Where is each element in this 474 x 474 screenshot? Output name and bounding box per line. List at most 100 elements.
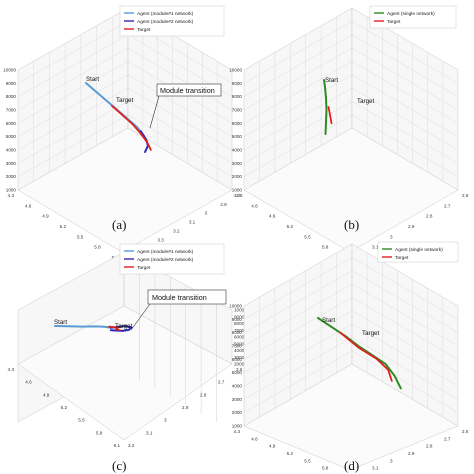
grid-line: [17, 47, 129, 111]
panel-d-axes-box: [243, 243, 459, 471]
x-tick-label: 4.3: [234, 193, 241, 198]
grid-line: [243, 127, 353, 191]
x-tick-label: 4.9: [43, 392, 50, 397]
y-tick-label: 2.6: [462, 429, 469, 434]
x-tick-label: 5.2: [287, 224, 294, 229]
series-line-target: [108, 325, 121, 332]
z-tick-label: 8000: [234, 321, 245, 326]
target-label: Target: [362, 330, 379, 337]
grid-line: [243, 74, 353, 137]
z-tick-label: 9000: [6, 81, 17, 86]
x-tick-label: 4.9: [42, 214, 49, 219]
z-tick-label: 8000: [232, 94, 243, 99]
panel-d-label: (d): [344, 458, 359, 473]
grid-line: [243, 61, 353, 124]
grid-line: [127, 74, 233, 137]
x-tick-label: 4.6: [251, 436, 258, 441]
z-tick-label: 9000: [232, 317, 243, 322]
y-tick-label: 2.9: [408, 224, 415, 229]
x-tick-label: 4.9: [269, 214, 276, 219]
legend-entry-target: Target: [395, 255, 409, 261]
panel-a-legend: Agent (module#1 network) Agent (module#2…: [119, 5, 225, 37]
z-tick-label: 2000: [232, 174, 243, 179]
x-tick-label: 4.9: [269, 444, 276, 449]
target-label: Target: [116, 97, 133, 104]
grid-line: [243, 21, 353, 84]
panel-d-grid: [243, 243, 459, 427]
grid-line: [243, 323, 353, 387]
panel-a: 10000 9000 8000 7000 6000 5000 4000 3000 2000 100…: [3, 5, 243, 260]
z-tick-label: 1000: [6, 188, 17, 193]
panel-c: 10000900080007000600050004000300020004.3…: [8, 243, 247, 473]
z-tick-label: 4000: [6, 148, 17, 153]
grid-line: [351, 7, 459, 71]
grid-line: [351, 243, 459, 307]
module-transition-callout: Module transition: [149, 83, 222, 129]
z-tick-label: 10000: [3, 68, 16, 73]
panel-a-label: (a): [112, 217, 126, 232]
panel-c-curves: [54, 325, 133, 332]
start-label: Start: [322, 317, 335, 324]
y-tick-label: 3: [164, 418, 167, 423]
x-tick-label: 5.8: [322, 245, 329, 250]
z-tick-label: 10000: [234, 308, 247, 313]
grid-line: [351, 127, 459, 191]
grid-line: [243, 310, 353, 373]
grid-line: [351, 257, 459, 320]
y-tick-label: 3: [205, 211, 208, 216]
x-tick-label: 5.2: [61, 405, 68, 410]
legend-entry-module1: Agent (module#1 network): [137, 11, 194, 17]
grid-line: [17, 34, 129, 97]
grid-line: [351, 21, 459, 84]
panel-d-ticks: 1000090008000700060005000400030002000100…: [229, 304, 469, 474]
panel-b-axes-box: [243, 7, 459, 253]
x-tick-label: 5.2: [287, 451, 294, 456]
z-tick-label: 2000: [234, 362, 245, 367]
y-tick-label: 2.7: [444, 203, 451, 208]
x-tick-label: 6.1: [114, 443, 121, 448]
grid-line: [17, 74, 129, 137]
y-tick-label: 2.9: [220, 202, 227, 207]
grid-line: [351, 114, 459, 177]
grid-line: [243, 363, 353, 427]
z-tick-label: 4000: [232, 148, 243, 153]
y-tick-label: 2.7: [218, 380, 225, 385]
z-tick-label: 6000: [6, 121, 17, 126]
z-tick-label: 5000: [6, 134, 17, 139]
panel-c-label: (c): [112, 458, 126, 473]
x-tick-label: 5.8: [96, 430, 103, 435]
z-tick-label: 5000: [232, 370, 243, 375]
grid-line: [351, 47, 459, 111]
x-tick-label: 4.3: [234, 429, 241, 434]
y-tick-label: 3.2: [128, 443, 135, 448]
series-line-agent-module-1-network: [54, 325, 112, 329]
grid-line: [243, 337, 353, 400]
z-tick-label: 6000: [234, 335, 245, 340]
module-transition-label: Module transition: [152, 293, 207, 302]
z-tick-label: 10000: [229, 304, 242, 309]
panel-c-axes-box: [17, 251, 233, 441]
grid-line: [17, 114, 129, 177]
grid-line: [351, 310, 459, 373]
legend-entry-target: Target: [137, 265, 151, 271]
start-label: Start: [325, 77, 338, 84]
grid-line: [243, 243, 353, 307]
y-tick-label: 2.9: [408, 451, 415, 456]
module-transition-callout: Module transition: [130, 289, 227, 331]
x-tick-label: 4.6: [25, 380, 32, 385]
z-tick-label: 4000: [232, 384, 243, 389]
z-tick-label: 2000: [6, 174, 17, 179]
z-tick-label: 8000: [232, 330, 243, 335]
y-tick-label: 3: [390, 234, 393, 239]
x-tick-label: 5.5: [77, 234, 84, 239]
legend-entry-single: Agent (single network): [387, 11, 435, 17]
legend-entry-module1: Agent (module#1 network): [137, 249, 194, 255]
grid-line: [243, 34, 353, 97]
target-label: Target: [357, 98, 374, 105]
series-line-target: [339, 331, 393, 382]
grid-line: [351, 323, 459, 387]
grid-line: [17, 127, 129, 191]
grid-line: [243, 297, 353, 360]
grid-line: [127, 87, 233, 151]
